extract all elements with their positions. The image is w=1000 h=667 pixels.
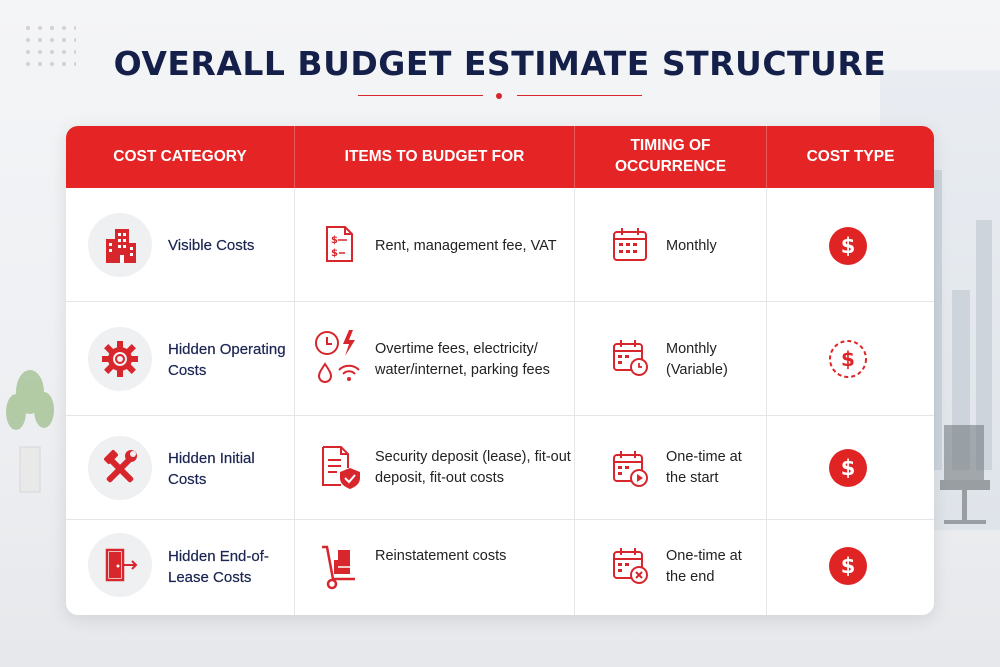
calendar-x-icon — [613, 548, 648, 584]
svg-text:$: $ — [841, 554, 856, 578]
header-timing: TIMING OF OCCURRENCE — [575, 126, 767, 188]
tools-icon — [104, 450, 137, 483]
plant-decoration — [6, 370, 54, 493]
dollar-dashed-icon: $ — [829, 340, 867, 378]
page-title: OVERALL BUDGET ESTIMATE STRUCTURE — [113, 44, 887, 83]
items-text: Overtime fees, electricity/ water/intern… — [375, 341, 550, 379]
category-label: Hidden End-of- Lease Costs — [168, 548, 269, 586]
decorative-dots — [22, 22, 76, 66]
table-row: Hidden Initial Costs Security deposit (l… — [66, 416, 934, 520]
budget-table: COST CATEGORY ITEMS TO BUDGET FOR TIMING… — [66, 126, 934, 615]
invoice-icon: $ $ — [326, 226, 353, 262]
items-text: Reinstatement costs — [375, 548, 507, 564]
timing-text: One-time at the start — [666, 449, 742, 487]
svg-text:$: $ — [331, 248, 338, 259]
dollar-solid-icon: $ — [829, 227, 867, 265]
svg-text:$: $ — [841, 347, 855, 371]
svg-text:$: $ — [841, 456, 856, 480]
table-row: Visible Costs $ $ Rent, management fee, … — [66, 188, 934, 302]
timing-text: Monthly (Variable) — [666, 341, 728, 379]
hand-truck-icon — [322, 545, 355, 590]
timing-text: Monthly — [666, 238, 717, 254]
svg-text:$: $ — [841, 234, 856, 258]
dollar-solid-icon: $ — [829, 547, 867, 585]
dollar-solid-icon: $ — [829, 449, 867, 487]
shield-document-icon — [322, 446, 360, 489]
svg-text:$: $ — [331, 235, 338, 246]
gear-icon — [102, 341, 138, 377]
calendar-play-icon — [613, 451, 648, 487]
table-row: Hidden Operating Costs Overtime fees, el… — [66, 302, 934, 416]
chair-decoration — [940, 425, 990, 524]
utilities-icon — [315, 330, 360, 383]
table-row: Hidden End-of- Lease Costs Reinstatement… — [66, 520, 934, 615]
category-label: Hidden Operating Costs — [168, 341, 286, 379]
timing-text: One-time at the end — [666, 548, 742, 586]
title-divider — [358, 93, 642, 99]
calendar-icon — [613, 228, 647, 261]
building-icon — [106, 229, 136, 263]
table-header: COST CATEGORY ITEMS TO BUDGET FOR TIMING… — [66, 126, 934, 188]
header-cost-category: COST CATEGORY — [66, 126, 295, 188]
calendar-clock-icon — [613, 340, 648, 376]
header-items: ITEMS TO BUDGET FOR — [295, 126, 575, 188]
category-label: Hidden Initial Costs — [168, 450, 255, 488]
header-cost-type: COST TYPE — [806, 147, 895, 165]
category-label: Visible Costs — [168, 237, 255, 254]
items-text: Security deposit (lease), fit-out deposi… — [375, 449, 571, 487]
exit-door-icon — [105, 548, 138, 582]
items-text: Rent, management fee, VAT — [375, 238, 557, 254]
